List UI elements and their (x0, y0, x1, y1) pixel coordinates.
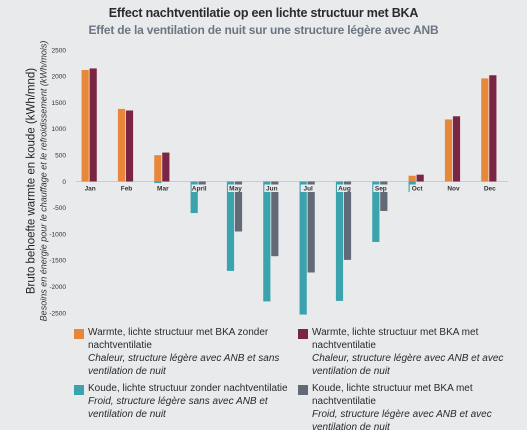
bar-4-may (234, 181, 243, 232)
y-tick-label: -1000 (49, 231, 66, 238)
x-tick-label: Nov (447, 185, 460, 192)
bar-1-nov (444, 119, 453, 182)
y-tick-label: -2000 (49, 284, 66, 291)
bar-2-mar (162, 152, 170, 182)
bar-1-mar (154, 155, 162, 182)
bar-1-feb (117, 108, 126, 182)
bar-2-feb (125, 110, 134, 182)
bar-3-aug (335, 181, 344, 301)
bar-3-may (226, 181, 235, 271)
legend-label-fr: Froid, structure légère sans avec ANB et… (88, 396, 268, 420)
bar-1-dec (481, 78, 489, 182)
bar-2-dec (489, 75, 497, 182)
legend-swatch (298, 385, 308, 395)
legend-label-fr: Chaleur, structure légère avec ANB et av… (312, 353, 504, 377)
legend-label: Koude, lichte structuur zonder nachtvent… (88, 383, 288, 394)
bar-1-oct (408, 175, 416, 182)
y-tick-label: -1500 (49, 258, 66, 265)
x-tick-label-bg (409, 184, 425, 192)
y-tick-label: 2500 (52, 47, 67, 54)
y-tick-label: 1000 (52, 126, 67, 133)
x-tick-label-bg (228, 184, 243, 192)
x-tick-label-bg (446, 184, 461, 192)
x-tick-label: Jul (303, 185, 313, 192)
x-tick-label: April (192, 185, 207, 192)
x-tick-label-bg (191, 184, 207, 192)
x-tick-label-bg (119, 184, 134, 192)
y-tick-label: 500 (55, 153, 66, 160)
bar-3-jun (263, 181, 271, 302)
legend-label-fr: Chaleur, structure légère avec ANB et sa… (88, 353, 280, 377)
x-tick-label: Mar (157, 185, 169, 192)
legend-label: Warmte, lichte structuur met BKA zonder … (88, 327, 269, 351)
legend-swatch (74, 385, 84, 395)
bar-4-jul (307, 181, 315, 273)
x-tick-label-bg (337, 184, 352, 192)
legend-swatch (298, 329, 308, 339)
x-tick-label: Jun (266, 185, 278, 192)
bar-4-aug (343, 181, 352, 260)
x-tick-label: May (229, 185, 242, 192)
legend-label-fr: Froid, structure légère avec ANB et avec… (312, 409, 492, 433)
y-tick-label: -500 (53, 205, 66, 212)
legend: Warmte, lichte structuur met BKA zonder … (74, 326, 524, 433)
chart-subtitle: Effet de la ventilation de nuit sur une … (88, 23, 439, 37)
x-tick-label: Jan (85, 185, 96, 192)
x-tick-label-bg (155, 184, 171, 192)
bar-3-jul (299, 181, 307, 315)
chart-title: Effect nachtventilatie op een lichte str… (108, 6, 419, 20)
bar-2-jan (89, 68, 97, 182)
y-tick-label: 0 (62, 179, 66, 186)
x-tick-label-bg (82, 184, 98, 192)
legend-swatch (74, 329, 84, 339)
bar-3-april (190, 181, 198, 214)
y-tick-label: 1500 (52, 100, 67, 107)
x-tick-label: Sep (375, 185, 387, 192)
bar-3-sep (372, 181, 380, 242)
x-tick-label: Feb (121, 185, 133, 192)
x-tick-label: Dec (484, 185, 496, 192)
legend-label: Warmte, lichte structuur met BKA met nac… (312, 327, 479, 351)
x-tick-label: Aug (338, 185, 351, 192)
legend-label: Koude, lichte structuur met BKA met nach… (312, 383, 473, 407)
bar-1-jan (81, 69, 89, 182)
bar-4-sep (380, 181, 388, 211)
x-tick-label: Oct (412, 185, 424, 192)
bar-2-nov (452, 116, 461, 182)
x-tick-label-bg (373, 184, 389, 192)
bar-chart: 2500 2000 1500 1000 500 0 -500 -1000 -1500 -2000 -… (49, 47, 508, 317)
bar-3-mar (154, 181, 162, 184)
bar-4-jun (271, 181, 279, 257)
y-tick-label: 2000 (52, 74, 67, 81)
y-tick-label: -2500 (49, 310, 66, 317)
x-tick-label-bg (300, 184, 316, 192)
x-tick-label-bg (264, 184, 280, 192)
x-tick-label-bg (482, 184, 498, 192)
bar-2-oct (416, 174, 424, 182)
